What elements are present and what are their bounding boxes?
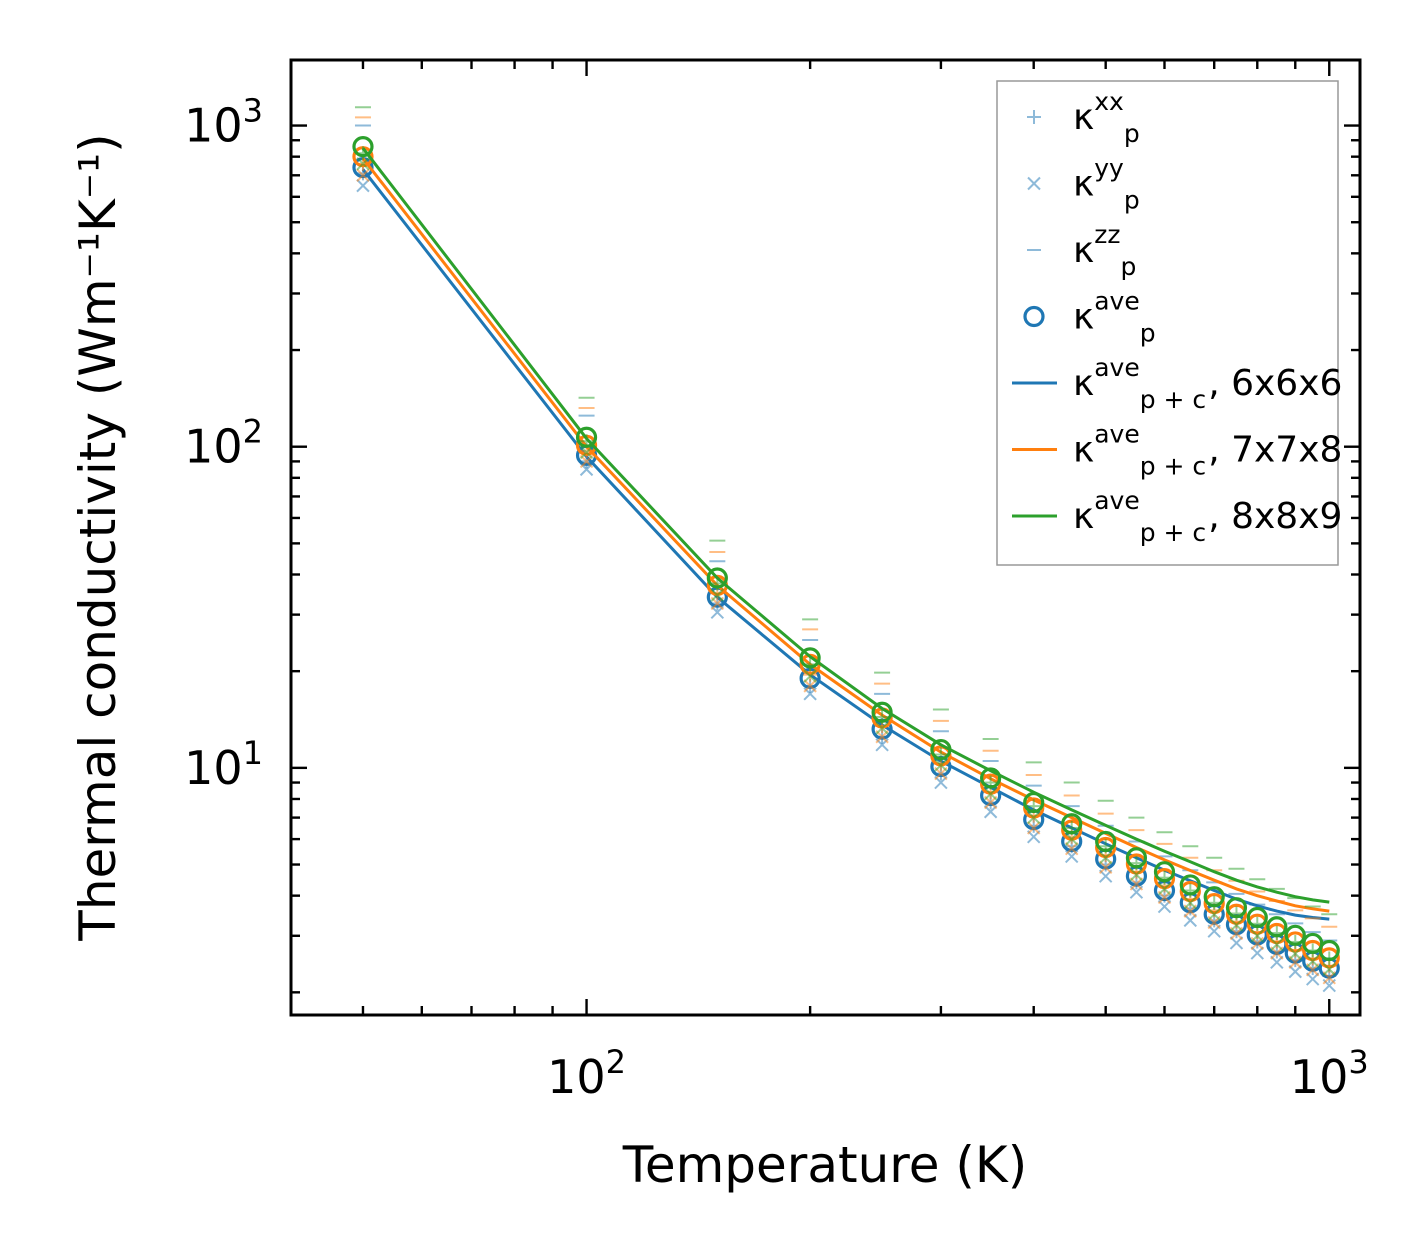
data-layer <box>352 106 1340 993</box>
kappa-ave-point <box>1318 939 1340 962</box>
legend-label: κxxp <box>1073 87 1140 148</box>
kappa-yy-point <box>1270 937 1284 952</box>
kappa-yy-point <box>803 669 817 683</box>
kappa-ave-point <box>1095 830 1117 853</box>
legend-label: κavep + c, 6x6x6 <box>1073 353 1342 414</box>
kappa-yy-point <box>875 721 889 735</box>
kappa-ave-point <box>1284 924 1306 946</box>
kappa-ave-point <box>1266 916 1288 938</box>
kappa-yy-point <box>356 168 370 183</box>
kappa-ave-point <box>1153 861 1176 883</box>
legend-plus-marker <box>1027 110 1041 124</box>
y-tick-label: 102 <box>184 413 263 474</box>
kappa-ave-point <box>871 701 893 723</box>
kappa-ave-point <box>1203 886 1225 908</box>
legend-entry: κzzp <box>1027 220 1136 281</box>
legend-entry: κavep + c, 8x8x9 <box>1012 486 1342 547</box>
kappa-yy-point <box>1157 882 1172 896</box>
kappa-ave-point <box>1225 897 1248 919</box>
kappa-yy-point <box>1207 907 1221 921</box>
kappa-yy-point <box>356 157 370 171</box>
legend-label: κzzp <box>1073 220 1136 281</box>
x-tick-label: 103 <box>1290 1043 1369 1104</box>
axis-labels: Temperature (K) Thermal conductivity (Wm… <box>69 133 1027 1194</box>
kappa-yy-point <box>710 588 725 602</box>
legend-label: κavep + c, 7x7x8 <box>1073 420 1342 481</box>
kappa-yy-point <box>1250 946 1264 960</box>
kappa-pc-line-7x7x8 <box>361 157 1330 913</box>
kappa-pc-line-8x8x9 <box>361 147 1330 904</box>
kappa-yy-point <box>934 758 948 772</box>
legend-entry: κavep + c, 6x6x6 <box>1012 353 1342 414</box>
kappa-ave-point <box>575 426 598 448</box>
kappa-ave-point <box>706 567 728 589</box>
kappa-ave-point <box>1225 903 1248 925</box>
kappa-yy-point <box>803 679 817 693</box>
kappa-yy-point <box>1064 842 1079 856</box>
legend-circle-marker <box>1023 305 1045 328</box>
legend-box <box>996 80 1339 566</box>
kappa-yy-point <box>1098 851 1113 865</box>
kappa-yy-point <box>1250 929 1264 943</box>
legend-entry: κyyp <box>1027 154 1140 215</box>
y-tick-label: 101 <box>184 734 263 795</box>
y-axis-label: Thermal conductivity (Wm⁻¹K⁻¹) <box>69 133 127 941</box>
kappa-yy-point <box>1306 954 1320 968</box>
y-tick-label: 103 <box>184 92 263 153</box>
kappa-yy-point <box>579 445 594 460</box>
kappa-ave-point <box>1125 847 1148 869</box>
x-axis-label: Temperature (K) <box>622 1136 1027 1194</box>
kappa-ave-point <box>1203 892 1225 915</box>
legend-entry: κavep <box>1023 287 1156 348</box>
kappa-yy-point <box>1098 860 1113 875</box>
kappa-ave-point <box>1125 853 1148 875</box>
kappa-ave-point <box>799 647 821 669</box>
kappa-ave-point <box>1246 913 1268 935</box>
kappa-yy-point <box>1129 867 1144 882</box>
kappa-yy-point <box>1288 946 1302 961</box>
legend-entry: κxxp <box>1027 87 1140 148</box>
kappa-yy-point <box>1229 918 1244 932</box>
legend-x-marker <box>1027 176 1041 191</box>
legend-label: κavep <box>1073 287 1156 348</box>
kappa-yy-point <box>356 178 370 193</box>
kappa-yy-point <box>1322 962 1336 976</box>
kappa-yy-point <box>1026 821 1041 835</box>
plot-frame <box>289 58 1362 1017</box>
kappa-yy-point <box>1229 936 1244 950</box>
kappa-ave-point <box>980 767 1002 789</box>
legend-label: κyyp <box>1073 154 1140 215</box>
kappa-yy-point <box>983 787 998 801</box>
kappa-ave-point <box>1246 906 1268 929</box>
x-tick-label: 102 <box>547 1043 626 1104</box>
kappa-yy-point <box>1064 832 1079 846</box>
kappa-ave-point <box>1179 880 1201 903</box>
series-8x8x9 <box>352 106 1340 976</box>
legend-label: κavep + c, 8x8x9 <box>1073 486 1342 547</box>
tick-layer: 102 103 101 102 103 <box>184 60 1369 1104</box>
kappa-ave-point <box>1061 813 1083 835</box>
kappa-ave-point <box>352 135 374 158</box>
kappa-yy-point <box>1026 810 1041 825</box>
legend-entry: κavep + c, 7x7x8 <box>1012 420 1342 481</box>
kappa-pc-line-6x6x6 <box>361 168 1330 921</box>
kappa-ave-point <box>1179 874 1201 896</box>
kappa-yy-point <box>1183 896 1198 910</box>
kappa-ave-point <box>1318 947 1340 969</box>
